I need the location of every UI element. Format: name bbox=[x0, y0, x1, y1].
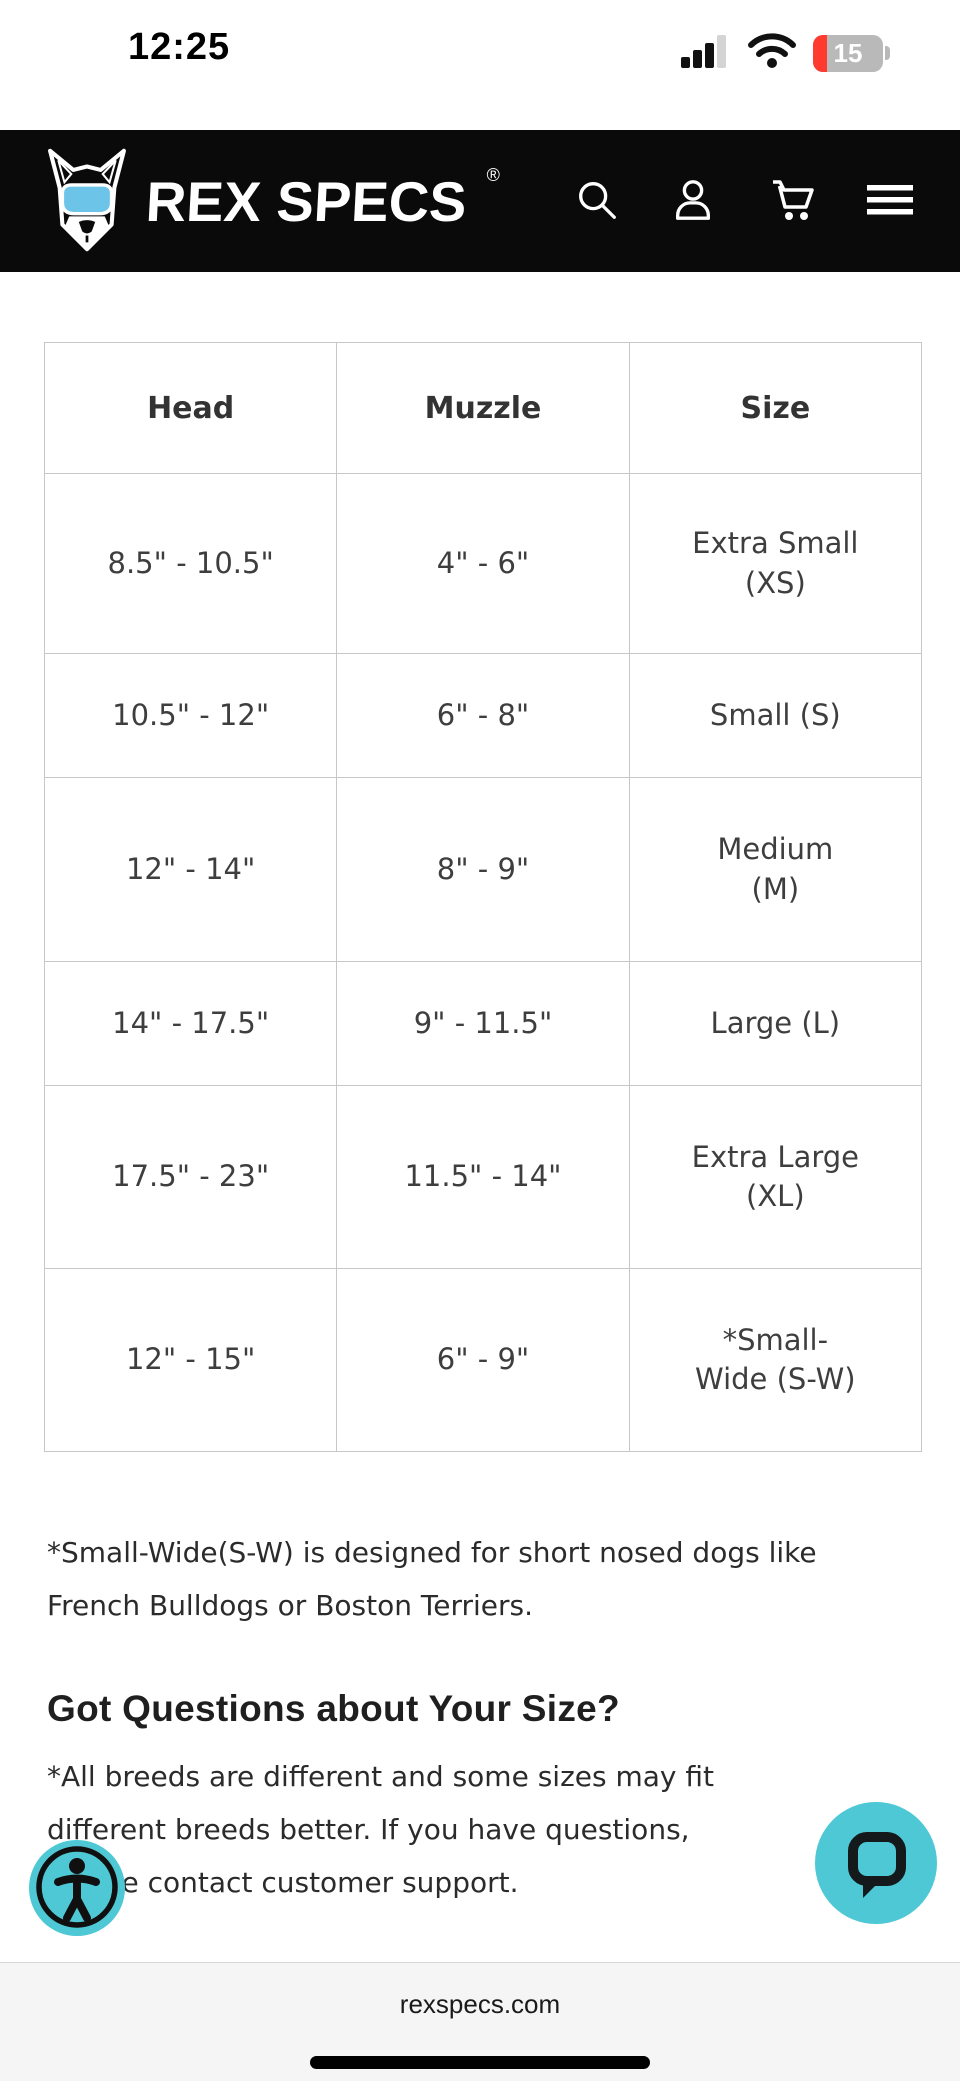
table-row: 17.5" - 23" 11.5" - 14" Extra Large (XL) bbox=[43, 1085, 923, 1269]
rexspecs-logo[interactable]: REX SPECS ® bbox=[46, 139, 500, 264]
table-row: 14" - 17.5" 9" - 11.5" Large (L) bbox=[43, 961, 923, 1086]
table-cell-size: Extra Large (XL) bbox=[628, 1085, 923, 1269]
status-icons: 15 bbox=[679, 32, 890, 74]
menu-button[interactable] bbox=[866, 178, 914, 225]
table-cell-muzzle: 6" - 8" bbox=[336, 653, 630, 778]
table-cell-size: Small (S) bbox=[628, 653, 923, 778]
battery-percent: 15 bbox=[833, 37, 863, 68]
table-cell-muzzle: 9" - 11.5" bbox=[336, 961, 630, 1086]
table-cell-head: 10.5" - 12" bbox=[43, 653, 338, 778]
status-bar: 12:25 15 bbox=[0, 0, 960, 130]
wifi-icon bbox=[747, 32, 797, 74]
brand-wordmark: REX SPECS bbox=[144, 169, 469, 233]
home-indicator[interactable] bbox=[310, 2056, 650, 2069]
cart-icon bbox=[766, 176, 816, 227]
table-cell-head: 14" - 17.5" bbox=[43, 961, 338, 1086]
address-bar-url[interactable]: rexspecs.com bbox=[399, 1989, 561, 2019]
small-wide-note: *Small-Wide(S-W) is designed for short n… bbox=[47, 1536, 817, 1622]
page-content: Head Muzzle Size 8.5" - 10.5" 4" - 6" Extra S… bbox=[0, 342, 960, 1909]
table-row: 12" - 15" 6" - 9" *Small- Wide (S-W) bbox=[43, 1268, 923, 1452]
table-cell-muzzle: 11.5" - 14" bbox=[336, 1085, 630, 1269]
column-header: Size bbox=[628, 342, 923, 474]
table-row: 10.5" - 12" 6" - 8" Small (S) bbox=[43, 653, 923, 778]
table-cell-head: 12" - 15" bbox=[43, 1268, 338, 1452]
account-button[interactable] bbox=[670, 177, 716, 226]
registered-trademark: ® bbox=[486, 164, 500, 185]
table-cell-muzzle: 6" - 9" bbox=[336, 1268, 630, 1452]
questions-heading: Got Questions about Your Size? bbox=[47, 1688, 620, 1729]
cart-button[interactable] bbox=[766, 176, 816, 227]
table-cell-size: Medium (M) bbox=[628, 777, 923, 962]
cellular-signal-icon bbox=[679, 33, 731, 73]
column-header: Head bbox=[43, 342, 338, 474]
table-cell-head: 17.5" - 23" bbox=[43, 1085, 338, 1269]
site-header: REX SPECS ® bbox=[0, 130, 960, 272]
table-cell-muzzle: 8" - 9" bbox=[336, 777, 630, 962]
table-cell-head: 12" - 14" bbox=[43, 777, 338, 962]
size-chart-table: Head Muzzle Size 8.5" - 10.5" 4" - 6" Extra S… bbox=[43, 342, 923, 1452]
battery-nub bbox=[885, 46, 890, 60]
user-icon bbox=[670, 177, 716, 226]
search-button[interactable] bbox=[574, 177, 620, 226]
search-icon bbox=[574, 177, 620, 226]
accessibility-icon bbox=[29, 1839, 125, 1938]
table-row: 12" - 14" 8" - 9" Medium (M) bbox=[43, 777, 923, 962]
browser-footer: rexspecs.com bbox=[0, 1962, 960, 2081]
table-cell-head: 8.5" - 10.5" bbox=[43, 473, 338, 654]
header-nav bbox=[574, 176, 914, 227]
table-cell-size: *Small- Wide (S-W) bbox=[628, 1268, 923, 1452]
battery-fill bbox=[813, 34, 827, 72]
hamburger-icon bbox=[866, 178, 914, 225]
status-time: 12:25 bbox=[128, 26, 231, 68]
battery-icon: 15 bbox=[813, 34, 890, 72]
questions-body: *All breeds are different and some sizes… bbox=[47, 1760, 714, 1899]
table-row: 8.5" - 10.5" 4" - 6" Extra Small (XS) bbox=[43, 473, 923, 654]
table-header-row: Head Muzzle Size bbox=[43, 342, 923, 474]
chat-bubble-icon bbox=[815, 1801, 937, 1926]
table-cell-size: Large (L) bbox=[628, 961, 923, 1086]
rexspecs-dog-icon bbox=[46, 139, 128, 264]
column-header: Muzzle bbox=[336, 342, 630, 474]
accessibility-button[interactable] bbox=[29, 1840, 125, 1936]
chat-button[interactable] bbox=[815, 1802, 937, 1924]
table-cell-muzzle: 4" - 6" bbox=[336, 473, 630, 654]
table-cell-size: Extra Small (XS) bbox=[628, 473, 923, 654]
